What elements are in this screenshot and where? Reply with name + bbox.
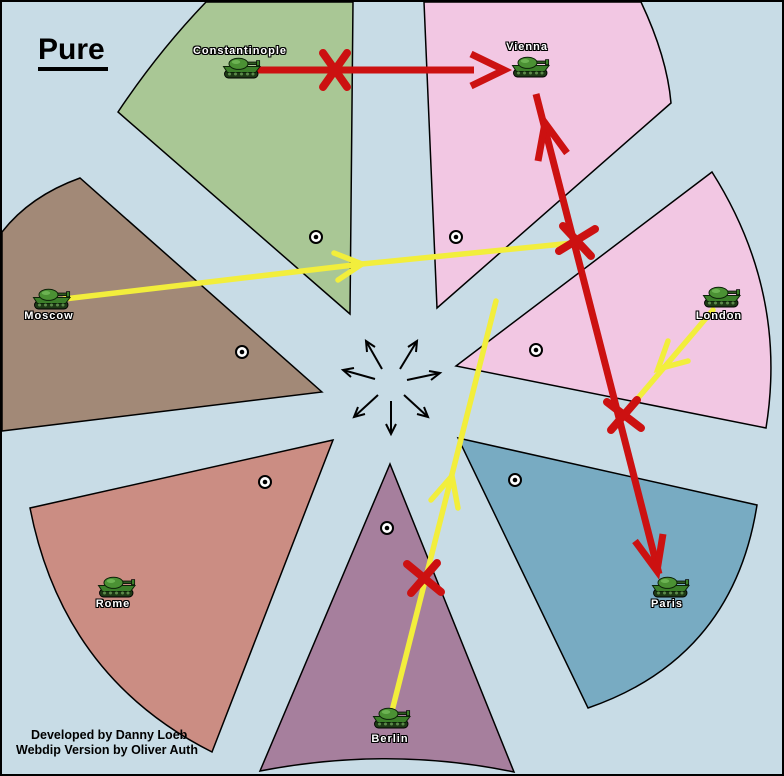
order-arrow-london-support xyxy=(624,307,716,414)
supply-center-icon xyxy=(235,345,249,359)
territory-label-vienna: Vienna xyxy=(506,41,548,53)
order-arrow-berlin-support xyxy=(389,298,499,714)
supply-center-icon xyxy=(449,230,463,244)
territories xyxy=(1,1,772,774)
supply-center-icon xyxy=(258,475,272,489)
map-title: Pure xyxy=(38,34,108,71)
credits-line-1: Developed by Danny Loeb xyxy=(31,728,188,742)
territory-label-berlin: Berlin xyxy=(371,733,409,745)
supply-centers xyxy=(235,230,543,535)
failed-order-marks xyxy=(319,49,645,597)
center-direction-arrows xyxy=(340,339,443,437)
territory-label-constantinople: Constantinople xyxy=(192,45,288,57)
territory-moscow[interactable] xyxy=(1,177,324,432)
support-arrowhead xyxy=(428,469,461,511)
supply-center-icon xyxy=(380,521,394,535)
failed-order-x-icon xyxy=(603,396,645,434)
territory-london[interactable] xyxy=(454,170,772,429)
credits: Developed by Danny Loeb Webdip Version b… xyxy=(16,728,198,758)
support-orders xyxy=(61,240,716,714)
territory-berlin[interactable] xyxy=(258,462,516,774)
territory-label-moscow: Moscow xyxy=(24,310,74,322)
order-arrow-vienna-paris xyxy=(532,93,663,575)
support-arrowhead xyxy=(331,250,368,283)
territory-label-paris: Paris xyxy=(651,598,683,610)
supply-center-icon xyxy=(309,230,323,244)
move-orders xyxy=(250,50,667,580)
territory-constantinople[interactable] xyxy=(117,1,354,316)
move-arrowhead xyxy=(632,533,667,580)
territory-paris[interactable] xyxy=(456,436,758,709)
move-arrowhead xyxy=(469,50,513,90)
territory-rome[interactable] xyxy=(29,438,335,754)
territory-label-rome: Rome xyxy=(95,598,131,610)
failed-order-x-icon xyxy=(555,222,599,260)
move-arrowhead xyxy=(534,114,570,162)
territory-label-london: London xyxy=(695,310,743,322)
supply-center-icon xyxy=(508,473,522,487)
failed-order-x-icon xyxy=(403,559,445,597)
support-arrowhead xyxy=(653,338,691,374)
credits-line-2: Webdip Version by Oliver Auth xyxy=(16,743,198,757)
failed-order-x-icon xyxy=(319,49,351,91)
supply-center-icon xyxy=(529,343,543,357)
